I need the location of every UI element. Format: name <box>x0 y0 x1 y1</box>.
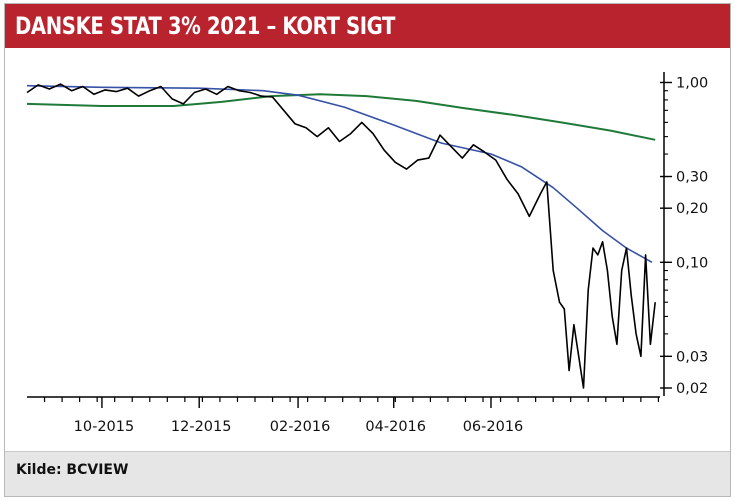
y-tick-label: 0,02 <box>676 381 708 397</box>
x-tick-label: 02-2016 <box>270 419 331 435</box>
source-footer: Kilde: BCVIEW <box>5 451 730 496</box>
x-tick-label: 12-2015 <box>171 419 232 435</box>
chart-area: 10-2015 12-2015 02-2016 04-2016 06-2016 1,00 0… <box>5 48 730 451</box>
chart-card: DANSKE STAT 3% 2021 – KORT SIGT 10-2015 1… <box>4 3 731 497</box>
x-tick-label: 10-2015 <box>74 419 135 435</box>
line-chart: 10-2015 12-2015 02-2016 04-2016 06-2016 1,00 0… <box>26 72 709 435</box>
tick-labels: 10-2015 12-2015 02-2016 04-2016 06-2016 1,00 0… <box>74 75 709 435</box>
chart-title: DANSKE STAT 3% 2021 – KORT SIGT <box>15 12 396 40</box>
title-bar: DANSKE STAT 3% 2021 – KORT SIGT <box>5 4 730 48</box>
axes <box>27 72 672 408</box>
y-tick-label: 0,20 <box>676 201 708 217</box>
y-tick-label: 1,00 <box>676 75 708 91</box>
y-tick-label: 0,03 <box>676 349 708 365</box>
y-tick-label: 0,30 <box>676 170 708 186</box>
short-moving-average-line <box>26 84 653 263</box>
series-layer <box>26 83 656 389</box>
x-tick-label: 06-2016 <box>463 419 524 435</box>
long-moving-average-line <box>26 93 656 141</box>
price-line <box>26 83 656 389</box>
y-tick-label: 0,10 <box>676 255 708 271</box>
source-text: Kilde: BCVIEW <box>16 462 129 478</box>
x-tick-label: 04-2016 <box>365 419 426 435</box>
